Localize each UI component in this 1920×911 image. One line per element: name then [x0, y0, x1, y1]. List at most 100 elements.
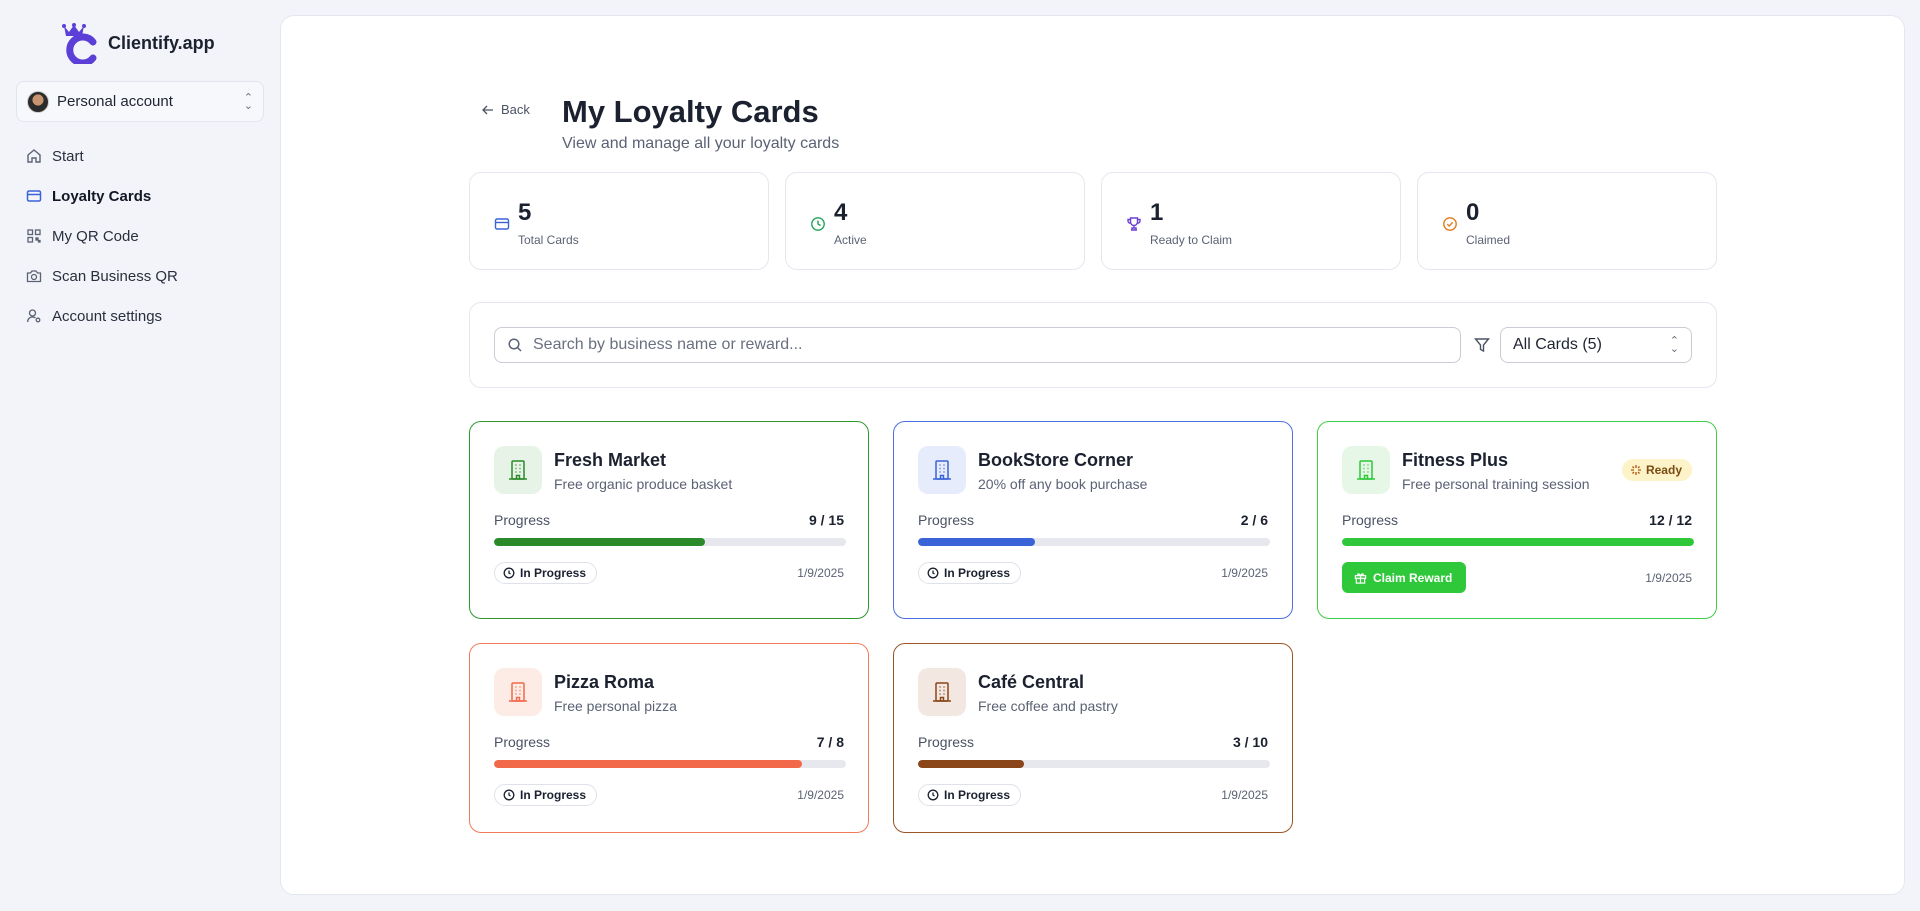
credit-card-icon	[26, 188, 42, 204]
back-button[interactable]: Back	[481, 102, 530, 117]
sidebar-item-label: My QR Code	[52, 227, 139, 245]
stat-claimed: 0 Claimed	[1417, 172, 1717, 270]
progress-count: 7 / 8	[816, 734, 844, 750]
main-panel: Back My Loyalty Cards View and manage al…	[280, 15, 1905, 895]
ready-badge: Ready	[1621, 459, 1692, 481]
brand-name: Clientify.app	[108, 32, 215, 53]
clock-icon	[503, 567, 515, 579]
progress-bar	[1342, 538, 1694, 546]
sidebar-item-account-settings[interactable]: Account settings	[16, 296, 264, 336]
credit-card-icon	[494, 216, 510, 232]
progress-bar	[918, 538, 1270, 546]
chevron-up-down-icon: ⌃ ⌄	[243, 91, 253, 112]
building-icon	[918, 668, 966, 716]
card-business-name: Fresh Market	[554, 450, 667, 470]
progress-fill	[494, 538, 706, 546]
sidebar-nav: Start Loyalty Cards My QR Code Scan Busi…	[16, 136, 264, 336]
arrow-left-icon	[482, 105, 493, 114]
progress-fill	[918, 538, 1036, 546]
progress-fill	[494, 760, 802, 768]
stat-ready-to-claim: 1 Ready to Claim	[1101, 172, 1401, 270]
search-box[interactable]	[494, 327, 1461, 363]
card-business-name: Pizza Roma	[554, 672, 655, 692]
progress-label: Progress	[918, 734, 975, 750]
home-icon	[26, 148, 42, 164]
sidebar-item-my-qr-code[interactable]: My QR Code	[16, 216, 264, 256]
building-icon	[1342, 446, 1390, 494]
stat-label: Claimed	[1466, 233, 1511, 247]
card-date: 1/9/2025	[1645, 571, 1692, 585]
card-filter-select[interactable]: All Cards (5) ⌃ ⌄	[1500, 327, 1692, 363]
building-icon	[918, 446, 966, 494]
progress-count: 3 / 10	[1232, 734, 1268, 750]
back-label: Back	[501, 102, 530, 117]
progress-count: 2 / 6	[1240, 512, 1268, 528]
progress-bar	[494, 760, 846, 768]
sidebar-item-label: Loyalty Cards	[52, 187, 152, 205]
search-input[interactable]	[533, 336, 1448, 354]
sidebar-item-loyalty-cards[interactable]: Loyalty Cards	[16, 176, 264, 216]
stat-value: 0	[1466, 199, 1480, 226]
sidebar-item-label: Scan Business QR	[52, 267, 178, 285]
status-label: In Progress	[944, 566, 1011, 580]
page-header: Back My Loyalty Cards View and manage al…	[469, 80, 1717, 152]
loyalty-card-bookstore-corner[interactable]: BookStore Corner 20% off any book purcha…	[893, 421, 1293, 619]
progress-bar	[918, 760, 1270, 768]
sidebar-item-start[interactable]: Start	[16, 136, 264, 176]
status-badge: In Progress	[918, 784, 1022, 806]
gift-icon	[1354, 573, 1367, 584]
page-subtitle: View and manage all your loyalty cards	[562, 135, 840, 152]
progress-count: 9 / 15	[808, 512, 844, 528]
status-label: In Progress	[944, 788, 1011, 802]
loyalty-card-fitness-plus[interactable]: Fitness Plus Free personal training sess…	[1317, 421, 1717, 619]
progress-count: 12 / 12	[1649, 512, 1692, 528]
status-label: In Progress	[520, 566, 587, 580]
stat-label: Ready to Claim	[1150, 233, 1233, 247]
clock-icon	[810, 216, 826, 232]
camera-icon	[26, 268, 42, 284]
search-icon	[508, 338, 522, 352]
card-date: 1/9/2025	[797, 566, 844, 580]
user-settings-icon	[26, 308, 42, 324]
status-badge: In Progress	[918, 562, 1022, 584]
account-switcher[interactable]: Personal account ⌃ ⌄	[16, 81, 264, 122]
card-date: 1/9/2025	[797, 788, 844, 802]
status-badge: In Progress	[494, 562, 598, 584]
clock-icon	[927, 567, 939, 579]
loyalty-card-cafe-central[interactable]: Café Central Free coffee and pastry Prog…	[893, 643, 1293, 833]
trophy-icon	[1126, 216, 1142, 232]
card-business-name: BookStore Corner	[978, 450, 1134, 470]
card-business-name: Fitness Plus	[1402, 450, 1509, 470]
avatar	[27, 90, 49, 113]
card-reward: 20% off any book purchase	[978, 476, 1148, 492]
card-date: 1/9/2025	[1221, 566, 1268, 580]
qr-code-icon	[26, 228, 42, 244]
loyalty-card-pizza-roma[interactable]: Pizza Roma Free personal pizza Progress …	[469, 643, 869, 833]
check-circle-icon	[1442, 216, 1458, 232]
claim-reward-button[interactable]: Claim Reward	[1342, 562, 1467, 593]
stat-value: 5	[518, 199, 532, 226]
sidebar-item-scan-business-qr[interactable]: Scan Business QR	[16, 256, 264, 296]
stat-label: Total Cards	[518, 233, 579, 247]
progress-fill	[918, 760, 1024, 768]
stat-value: 4	[834, 199, 848, 226]
progress-fill	[1342, 538, 1694, 546]
account-label: Personal account	[57, 93, 173, 110]
progress-label: Progress	[918, 512, 975, 528]
card-reward: Free personal pizza	[554, 698, 677, 714]
card-reward: Free organic produce basket	[554, 476, 733, 492]
stat-active: 4 Active	[785, 172, 1085, 270]
clock-icon	[927, 789, 939, 801]
loyalty-card-fresh-market[interactable]: Fresh Market Free organic produce basket…	[469, 421, 869, 619]
card-reward: Free personal training session	[1402, 476, 1590, 492]
brand[interactable]: Clientify.app	[60, 22, 215, 67]
card-date: 1/9/2025	[1221, 788, 1268, 802]
sidebar: Clientify.app Personal account ⌃ ⌄ Start …	[0, 0, 280, 911]
card-filter-value: All Cards (5)	[1513, 336, 1602, 353]
stats-row: 5 Total Cards 4 Active 1 Ready to Claim	[469, 172, 1717, 270]
building-icon	[494, 668, 542, 716]
building-icon	[494, 446, 542, 494]
clock-icon	[503, 789, 515, 801]
progress-bar	[494, 538, 846, 546]
stat-label: Active	[834, 233, 867, 247]
